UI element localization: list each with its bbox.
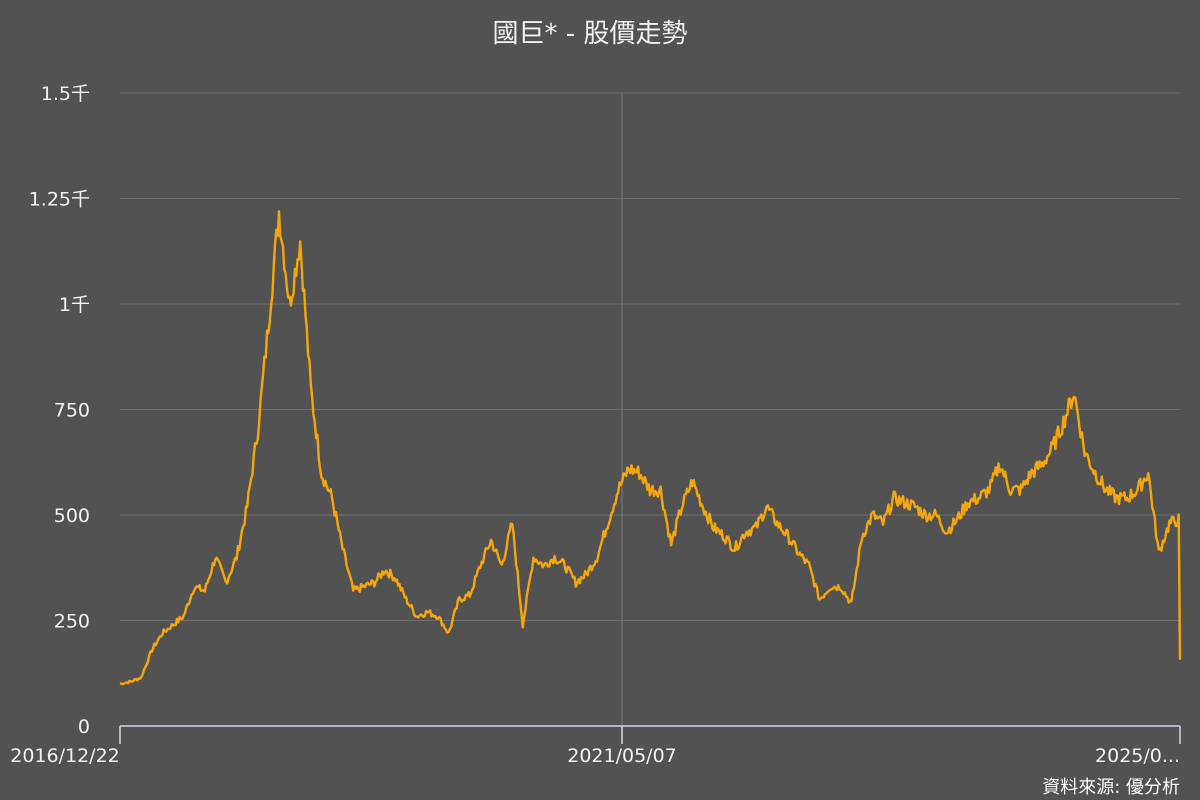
y-tick-label: 1.5千 [41,83,90,105]
plot-area [119,210,1182,686]
x-tick-label: 2016/12/22 [10,745,120,767]
y-tick-label: 1千 [59,294,90,316]
y-tick-label: 750 [54,400,90,422]
x-tick-label: 2021/05/07 [567,745,677,767]
x-axis: 2016/12/22 2021/05/07 2025/0... [10,726,1181,767]
grid-layer [120,92,1180,726]
chart-title: 國巨* - 股價走勢 [493,19,688,49]
y-tick-label: 0 [78,716,90,738]
y-axis: 0 250 500 750 1千 1.25千 1.5千 [29,83,90,738]
y-tick-label: 500 [54,505,90,527]
price-line [119,210,1182,686]
y-tick-label: 1.25千 [29,189,90,211]
x-tick-label: 2025/0... [1095,745,1180,767]
source-note: 資料來源: 優分析 [1042,777,1180,798]
y-tick-label: 250 [54,611,90,633]
